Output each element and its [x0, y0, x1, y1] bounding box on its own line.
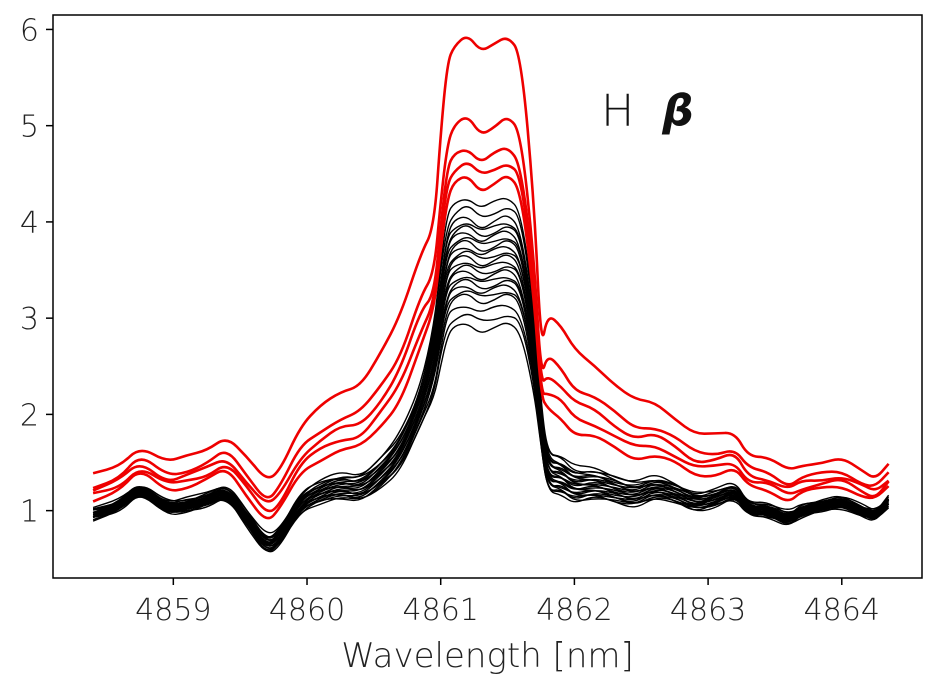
x-axis-label: Wavelength [nm]	[341, 636, 634, 676]
y-tick-label: 6	[20, 13, 39, 48]
h-beta-annotation: H β	[601, 86, 694, 137]
series-line-black-21	[92, 313, 890, 553]
annotation-prefix: H	[601, 86, 634, 137]
x-axis-ticks: 4859 4860 4861 4862 4863 4864	[135, 578, 880, 628]
y-tick-label: 3	[20, 302, 39, 337]
x-tick-label: 4863	[670, 593, 746, 628]
x-tick-label: 4864	[804, 593, 880, 628]
x-tick-label: 4859	[135, 593, 211, 628]
y-tick-label: 1	[20, 495, 39, 530]
x-tick-label: 4861	[403, 593, 479, 628]
annotation-symbol: β	[661, 86, 694, 137]
series-layer	[92, 36, 890, 553]
x-tick-label: 4862	[536, 593, 612, 628]
series-line-red-5	[92, 175, 890, 520]
series-line-red-2	[92, 117, 890, 499]
y-tick-label: 5	[20, 110, 39, 145]
y-tick-label: 2	[20, 398, 39, 433]
plot-frame	[52, 14, 923, 579]
series-line-black-22	[92, 322, 890, 552]
series-line-red-3	[92, 147, 890, 503]
series-line-red-4	[92, 162, 890, 513]
y-tick-label: 4	[20, 206, 39, 241]
y-axis-ticks: 1 2 3 4 5 6	[20, 13, 53, 530]
x-tick-label: 4860	[269, 593, 345, 628]
series-line-red-1	[92, 36, 890, 479]
